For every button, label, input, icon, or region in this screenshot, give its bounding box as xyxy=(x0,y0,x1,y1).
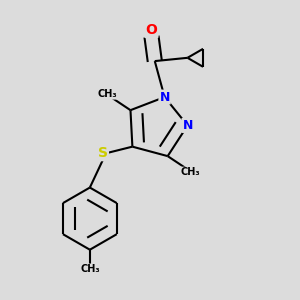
Text: CH₃: CH₃ xyxy=(80,264,100,274)
Text: CH₃: CH₃ xyxy=(98,89,117,99)
Text: N: N xyxy=(182,119,193,132)
Text: O: O xyxy=(146,23,158,37)
Text: N: N xyxy=(159,91,170,103)
Text: S: S xyxy=(98,146,108,160)
Text: CH₃: CH₃ xyxy=(181,167,200,178)
